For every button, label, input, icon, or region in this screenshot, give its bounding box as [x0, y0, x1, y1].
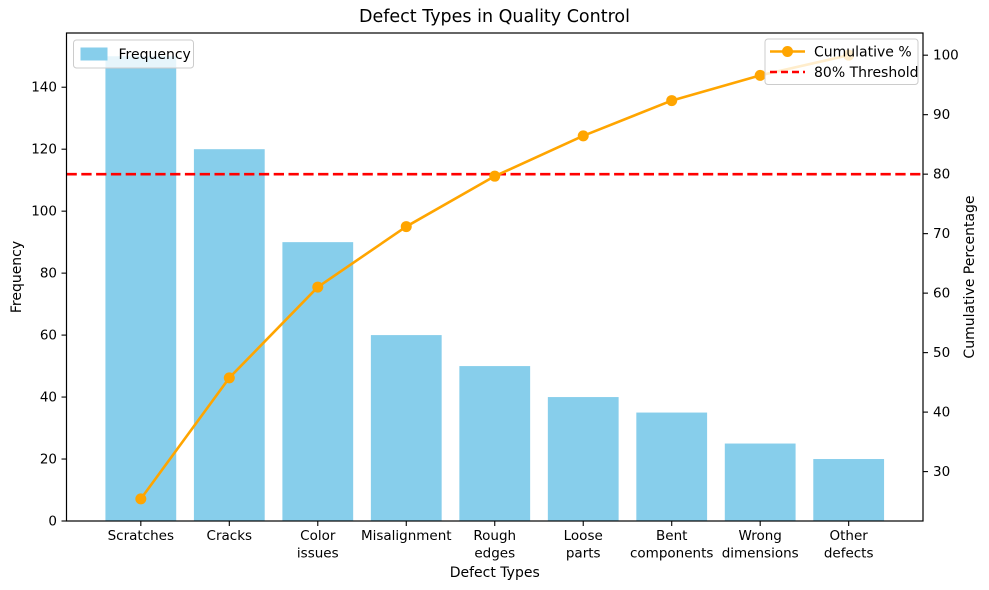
bar-other-defects	[813, 459, 885, 521]
axis-title-x: Defect Types	[450, 565, 540, 581]
right-axis-tick-label-90: 90	[933, 107, 950, 123]
bar-rough-edges	[459, 366, 531, 521]
bar-bent-components	[636, 412, 708, 521]
right-axis-tick-label-100: 100	[933, 48, 959, 64]
legend-lines: Cumulative % 80% Threshold	[764, 38, 919, 85]
left-axis-tick-label-120: 120	[31, 142, 57, 158]
x-tick-label-scratches: Scratches	[108, 528, 174, 544]
cumulative-point-scratches	[135, 493, 147, 505]
cumulative-point-rough-edges	[489, 170, 501, 182]
left-axis-tick-label-20: 20	[40, 452, 57, 468]
left-axis-tick-label-40: 40	[40, 390, 57, 406]
left-axis-tick-label-60: 60	[40, 328, 57, 344]
cumulative-point-color-issues	[312, 281, 324, 293]
legend-sample-cumulative-marker	[782, 46, 793, 57]
bar-loose-parts	[547, 397, 619, 521]
legend-frequency-box	[73, 39, 194, 69]
x-tick-label-cracks: Cracks	[207, 528, 253, 544]
bar-wrong-dimensions	[724, 443, 796, 521]
chart-title: Defect Types in Quality Control	[359, 7, 630, 27]
cumulative-point-loose-parts	[577, 130, 589, 142]
legend-label-cumulative: Cumulative %	[814, 45, 912, 61]
bar-misalignment	[370, 335, 442, 521]
right-axis-tick-label-50: 50	[933, 345, 950, 361]
x-tick-label-misalignment: Misalignment	[361, 528, 452, 544]
x-tick-label-wrong-dimensions: Wrong dimensions	[722, 528, 799, 562]
right-axis-tick-label-40: 40	[933, 405, 950, 421]
left-axis-tick-label-0: 0	[48, 514, 57, 530]
axis-title-right: Cumulative Percentage	[962, 195, 978, 358]
x-tick-label-color-issues: Color issues	[297, 528, 339, 562]
bar-scratches	[105, 56, 177, 521]
right-axis-tick-label-80: 80	[933, 167, 950, 183]
legend-label-frequency: Frequency	[119, 47, 191, 63]
x-tick-label-other-defects: Other defects	[824, 528, 874, 562]
left-axis-tick-label-80: 80	[40, 266, 57, 282]
legend-label-threshold: 80% Threshold	[814, 65, 919, 81]
cumulative-point-wrong-dimensions	[754, 69, 766, 81]
left-axis-tick-label-100: 100	[31, 204, 57, 220]
left-axis-tick-label-140: 140	[31, 80, 57, 96]
x-tick-label-bent-components: Bent components	[630, 528, 713, 562]
right-axis-tick-label-60: 60	[933, 286, 950, 302]
legend-swatch-frequency	[80, 47, 108, 61]
x-tick-label-rough-edges: Rough edges	[473, 528, 516, 562]
bar-cracks	[193, 149, 265, 521]
cumulative-point-cracks	[223, 372, 235, 384]
legend-frequency: Frequency	[73, 39, 194, 69]
right-axis-tick-label-30: 30	[933, 464, 950, 480]
right-axis-tick-label-70: 70	[933, 226, 950, 242]
x-tick-label-loose-parts: Loose parts	[564, 528, 603, 562]
axis-title-left: Frequency	[9, 241, 25, 313]
cumulative-point-bent-components	[666, 95, 678, 107]
cumulative-point-misalignment	[400, 221, 412, 233]
